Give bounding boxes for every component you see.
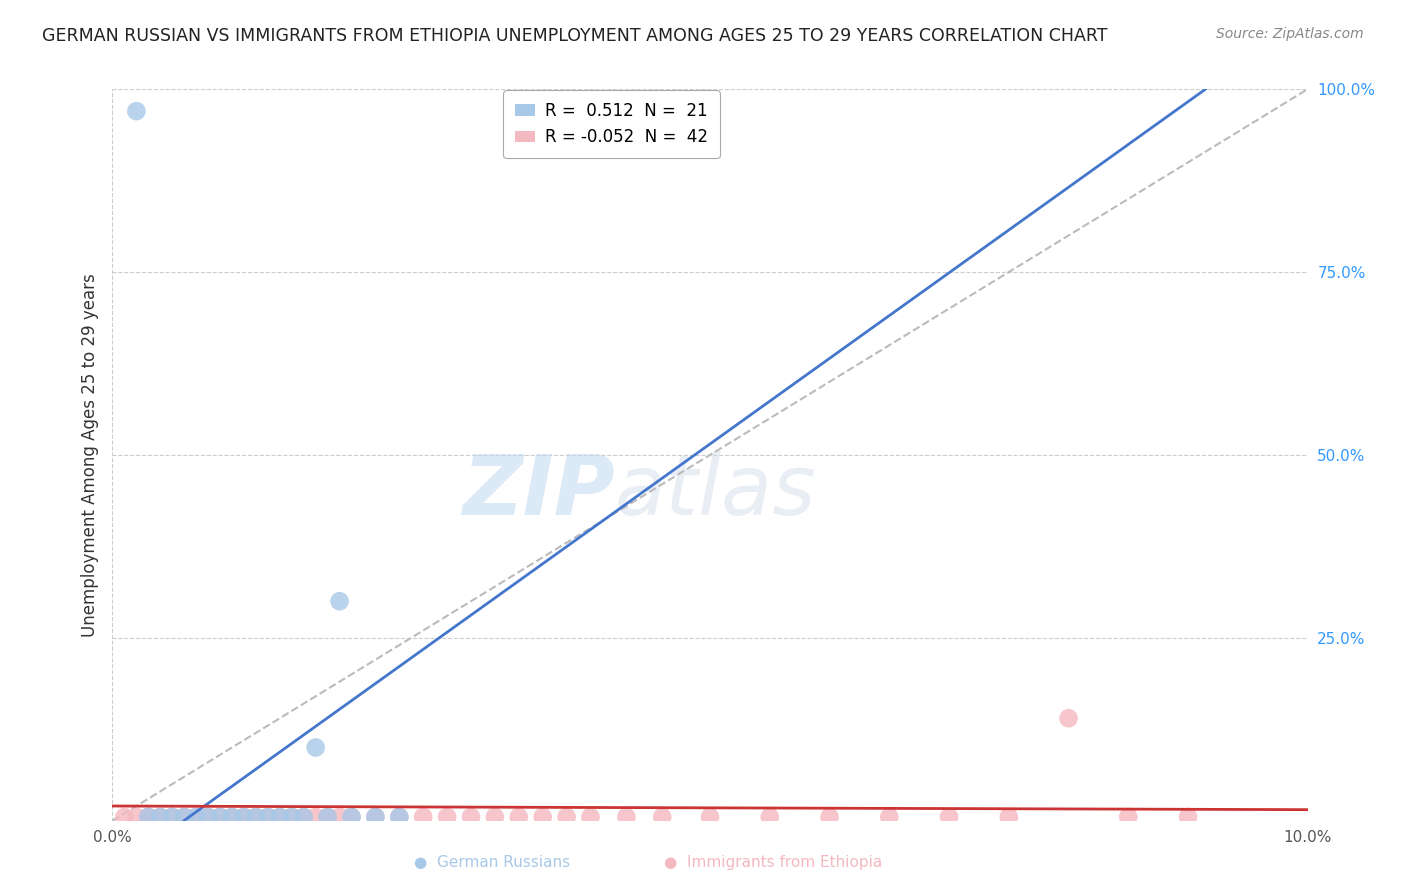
Point (269, 810, 291, 824)
Point (484, 810, 506, 824)
Point (879, 810, 901, 824)
Point (149, 810, 172, 824)
Point (257, 810, 280, 824)
Point (555, 810, 578, 824)
Legend: R =  0.512  N =  21, R = -0.052  N =  42: R = 0.512 N = 21, R = -0.052 N = 42 (503, 90, 720, 158)
Text: Source: ZipAtlas.com: Source: ZipAtlas.com (1216, 27, 1364, 41)
Point (257, 810, 280, 824)
Point (173, 810, 195, 824)
Point (938, 810, 960, 824)
Point (197, 810, 219, 824)
Point (197, 810, 219, 824)
Point (269, 810, 291, 824)
Point (1177, 810, 1199, 824)
Point (209, 810, 232, 824)
Point (1057, 711, 1080, 725)
Text: ●  German Russians: ● German Russians (413, 855, 571, 870)
Point (186, 810, 208, 824)
Point (651, 810, 673, 824)
Text: ZIP: ZIP (461, 451, 614, 532)
Point (162, 810, 183, 824)
Point (579, 810, 602, 824)
Point (281, 810, 304, 824)
Point (998, 810, 1021, 824)
Point (173, 810, 195, 824)
Point (149, 810, 172, 824)
Point (125, 810, 148, 824)
Point (818, 810, 841, 824)
Text: ●  Immigrants from Ethiopia: ● Immigrants from Ethiopia (664, 855, 883, 870)
Point (138, 810, 160, 824)
Point (616, 810, 638, 824)
Point (114, 810, 135, 824)
Y-axis label: Unemployment Among Ages 25 to 29 years: Unemployment Among Ages 25 to 29 years (80, 273, 98, 637)
Point (508, 810, 530, 824)
Point (699, 810, 721, 824)
Point (531, 810, 554, 824)
Point (1118, 810, 1140, 824)
Point (221, 810, 243, 824)
Point (329, 810, 352, 824)
Point (364, 810, 387, 824)
Text: atlas: atlas (614, 451, 815, 532)
Point (281, 810, 304, 824)
Point (292, 810, 315, 824)
Point (162, 810, 183, 824)
Point (388, 810, 411, 824)
Point (364, 810, 387, 824)
Point (460, 810, 482, 824)
Point (233, 810, 256, 824)
Point (759, 810, 782, 824)
Point (292, 810, 315, 824)
Text: GERMAN RUSSIAN VS IMMIGRANTS FROM ETHIOPIA UNEMPLOYMENT AMONG AGES 25 TO 29 YEAR: GERMAN RUSSIAN VS IMMIGRANTS FROM ETHIOP… (42, 27, 1108, 45)
Point (245, 810, 267, 824)
Point (436, 810, 458, 824)
Point (125, 104, 148, 119)
Point (233, 810, 256, 824)
Point (388, 810, 411, 824)
Point (412, 810, 434, 824)
Point (305, 740, 328, 755)
Point (138, 810, 160, 824)
Point (340, 810, 363, 824)
Point (316, 810, 339, 824)
Point (245, 810, 267, 824)
Point (329, 594, 352, 608)
Point (138, 810, 160, 824)
Point (305, 810, 328, 824)
Point (221, 810, 243, 824)
Point (340, 810, 363, 824)
Point (209, 810, 232, 824)
Point (316, 810, 339, 824)
Point (186, 810, 208, 824)
